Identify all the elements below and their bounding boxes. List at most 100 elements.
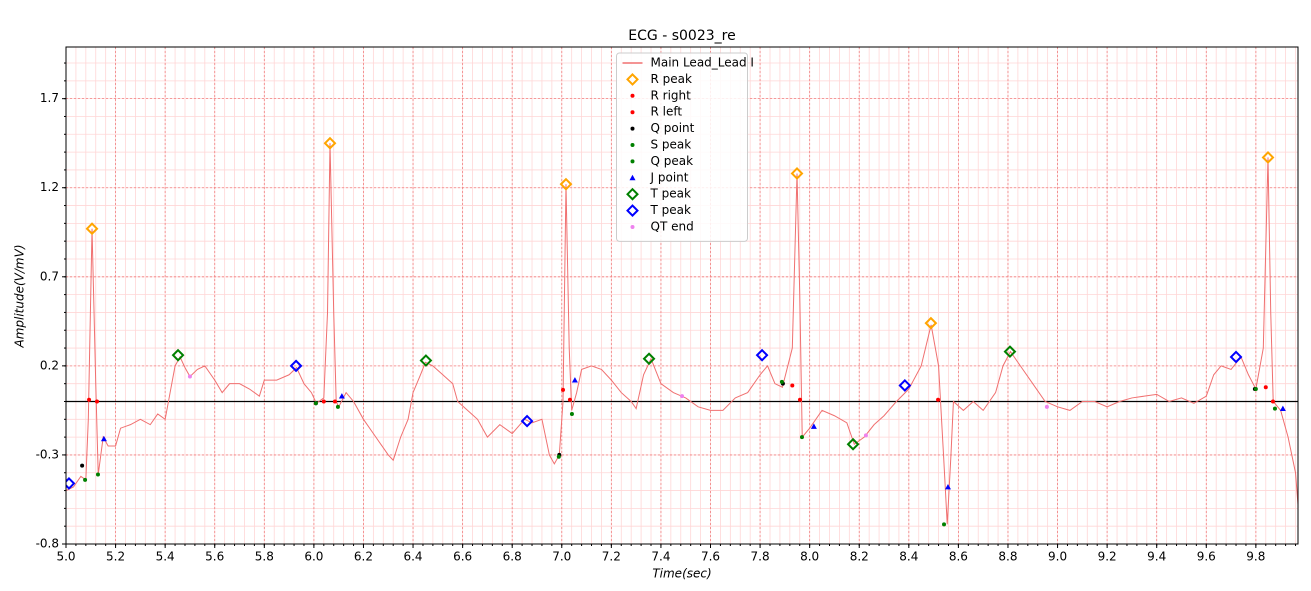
legend-label: Q point <box>651 121 695 135</box>
diamond-marker <box>626 72 639 86</box>
diamond-marker <box>323 136 337 150</box>
dot-marker <box>1270 399 1275 404</box>
x-tick-label: 5.8 <box>255 550 274 564</box>
y-tick-label: 0.7 <box>40 269 59 283</box>
y-tick-label: 1.7 <box>40 91 59 105</box>
legend-box <box>616 52 748 242</box>
legend-label: R right <box>651 88 692 102</box>
y-tick-label: 1.2 <box>40 180 59 194</box>
x-tick-label: 7.6 <box>701 550 720 564</box>
diamond-marker <box>559 177 573 191</box>
dot-marker <box>630 110 635 115</box>
legend-label: J point <box>650 170 689 184</box>
x-tick-label: 8.8 <box>998 550 1017 564</box>
y-tick-label: -0.3 <box>36 447 59 461</box>
ecg-line <box>66 143 1298 525</box>
dot-marker <box>797 397 802 402</box>
dot-marker <box>83 477 88 482</box>
diamond-marker <box>642 352 656 366</box>
plot <box>66 136 1298 527</box>
x-tick-label: 5.2 <box>106 550 125 564</box>
triangle-marker <box>629 174 636 181</box>
diamond-marker <box>1229 350 1243 364</box>
dot-marker <box>942 522 947 527</box>
legend-label: Main Lead_Lead I <box>651 56 754 70</box>
triangle-marker <box>571 377 578 383</box>
legend-label: Q peak <box>651 154 694 168</box>
dot-marker <box>936 397 941 402</box>
x-tick-label: 6.8 <box>503 550 522 564</box>
chart-title: ECG - s0023_re <box>628 28 735 44</box>
dot-marker <box>680 394 684 399</box>
dot-marker <box>799 435 804 440</box>
diamond-marker <box>289 359 303 373</box>
x-tick-label: 9.6 <box>1197 550 1216 564</box>
triangle-marker <box>810 423 817 429</box>
x-tick-label: 5.6 <box>205 550 224 564</box>
x-tick-label: 6.6 <box>453 550 472 564</box>
x-tick-label: 7.0 <box>552 550 571 564</box>
diamond-marker <box>898 379 912 392</box>
dot-marker <box>1272 406 1277 411</box>
x-tick-label: 5.4 <box>156 550 175 564</box>
x-tick-label: 9.8 <box>1246 550 1265 564</box>
dot-marker <box>790 383 795 388</box>
dot-marker <box>863 433 868 438</box>
diamond-marker <box>85 222 99 236</box>
x-tick-label: 8.0 <box>800 550 819 564</box>
dot-marker <box>630 126 635 131</box>
dot-marker <box>332 399 337 404</box>
x-tick-label: 8.4 <box>899 550 918 564</box>
dot-marker <box>87 397 92 402</box>
dot-marker <box>1044 404 1049 409</box>
dot-marker <box>569 411 574 416</box>
dot-marker <box>630 143 635 147</box>
x-tick-label: 9.4 <box>1147 550 1166 564</box>
dot-marker <box>94 399 99 404</box>
dot-marker <box>335 404 340 409</box>
dot-marker <box>80 463 85 468</box>
dot-marker <box>630 93 635 98</box>
legend-label: QT end <box>651 220 694 234</box>
legend-label: T peak <box>650 187 691 201</box>
triangle-marker <box>944 483 951 490</box>
legend-label: R left <box>651 105 683 119</box>
diamond-marker <box>924 316 938 330</box>
x-tick-label: 9.2 <box>1098 550 1117 564</box>
dot-marker <box>1253 387 1258 392</box>
x-tick-label: 9.0 <box>1048 550 1067 564</box>
dot-marker <box>556 454 561 459</box>
x-tick-label: 8.6 <box>949 550 968 564</box>
legend-label: R peak <box>651 72 693 86</box>
diamond-marker <box>419 354 433 367</box>
diamond-marker <box>626 204 639 218</box>
x-tick-label: 7.4 <box>651 550 670 564</box>
x-tick-label: 5.0 <box>56 550 75 564</box>
legend-label: S peak <box>651 138 692 152</box>
x-tick-label: 6.0 <box>304 550 323 564</box>
dot-marker <box>313 401 318 406</box>
x-tick-label: 7.8 <box>751 550 770 564</box>
y-axis-label: Amplitude(V/mV) <box>13 244 27 348</box>
diamond-marker <box>790 167 804 180</box>
legend-label: T peak <box>650 203 691 217</box>
diamond-marker <box>66 477 76 490</box>
diamond-marker <box>846 437 860 451</box>
triangle-marker <box>1279 405 1286 412</box>
dot-marker <box>187 374 192 379</box>
x-tick-label: 7.2 <box>602 550 621 564</box>
triangle-marker <box>100 435 107 442</box>
x-tick-label: 6.4 <box>403 550 422 564</box>
diamond-marker <box>171 348 185 362</box>
x-axis-label: Time(sec) <box>652 567 711 581</box>
plot-frame <box>65 46 1299 545</box>
triangle-marker <box>338 393 345 399</box>
dot-marker <box>1263 385 1268 390</box>
y-tick-label: -0.8 <box>36 537 59 551</box>
diamond-marker <box>1261 151 1275 164</box>
x-tick-label: 8.2 <box>850 550 869 564</box>
diamond-marker <box>755 348 769 362</box>
dot-marker <box>630 225 635 229</box>
x-tick-label: 6.2 <box>354 550 373 564</box>
